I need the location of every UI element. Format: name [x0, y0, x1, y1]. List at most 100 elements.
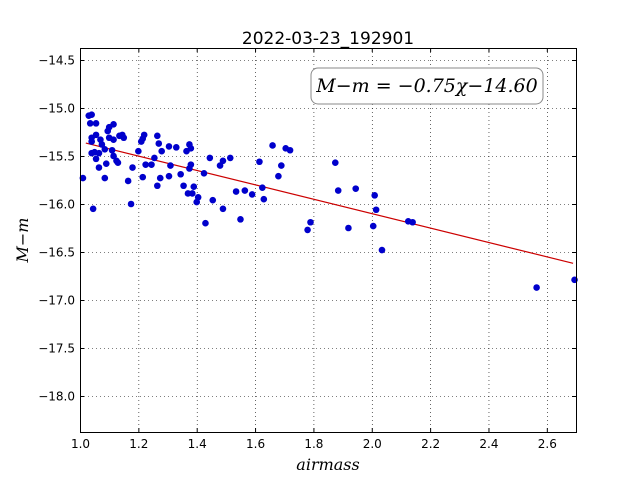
data-point: [101, 174, 109, 182]
data-point: [304, 226, 311, 234]
data-point: [95, 149, 103, 157]
data-point: [219, 157, 227, 165]
x-tick-label: 1.0: [71, 437, 90, 451]
data-point: [135, 147, 142, 155]
data-point: [372, 206, 380, 214]
data-point: [89, 205, 97, 213]
data-point: [114, 159, 122, 167]
data-point: [216, 162, 224, 169]
fit-equation: M−m = −0.75χ−14.60: [315, 75, 537, 97]
data-point: [241, 187, 249, 194]
data-point: [200, 169, 208, 177]
data-point: [533, 284, 540, 291]
data-point: [331, 159, 339, 167]
data-point: [286, 146, 294, 154]
data-point: [307, 218, 314, 226]
x-axis-label: airmass: [296, 455, 359, 474]
data-point: [237, 216, 244, 223]
data-point: [232, 188, 240, 195]
y-axis-label: M−m: [13, 218, 32, 264]
fit-equation-frame: [310, 67, 544, 105]
data-point: [155, 140, 163, 147]
data-point: [352, 185, 360, 192]
data-point: [86, 120, 94, 127]
data-point: [108, 146, 116, 154]
x-tick-label: 1.6: [246, 437, 265, 451]
data-point: [98, 141, 106, 148]
data-point: [124, 177, 132, 185]
data-point: [101, 145, 109, 153]
data-point: [88, 138, 95, 145]
data-point: [345, 224, 352, 232]
data-point: [110, 121, 117, 128]
data-point: [79, 174, 87, 182]
y-tick-label: −14.5: [38, 54, 75, 68]
data-point: [209, 196, 217, 204]
chart-title: 2022-03-23_192901: [242, 29, 414, 49]
data-point: [92, 120, 100, 127]
data-point: [189, 190, 196, 197]
data-point: [95, 164, 103, 171]
data-point: [334, 187, 342, 194]
data-point: [92, 131, 100, 139]
y-tick-label: −17.5: [38, 342, 75, 356]
fit-line-layer: [85, 142, 574, 264]
data-point: [102, 160, 110, 167]
x-tick-label: 2.6: [538, 437, 557, 451]
data-point: [194, 193, 202, 201]
data-point: [142, 161, 149, 168]
y-tick-label: −15.5: [38, 150, 75, 164]
data-point: [92, 155, 100, 163]
data-point: [190, 183, 198, 191]
data-point: [110, 152, 117, 160]
data-points: [79, 111, 578, 291]
data-point: [219, 205, 227, 213]
x-tick-label: 2.0: [363, 437, 382, 451]
data-point: [226, 154, 234, 162]
fit-line: [85, 142, 574, 264]
plot-frame: [80, 48, 577, 433]
data-point: [278, 162, 285, 169]
data-point: [110, 136, 117, 143]
data-point: [148, 161, 155, 168]
data-point: [140, 131, 148, 139]
data-point: [259, 184, 266, 191]
y-tick-label: −16.0: [38, 198, 75, 212]
data-point: [202, 219, 209, 227]
axis-ticks: 1.0 1.2 1.4 1.6 1.8 2.0 2.2 2.4 2.6 −14.5 −15.0 −15…: [38, 48, 576, 451]
data-point: [260, 195, 268, 203]
x-tick-label: 1.4: [188, 437, 207, 451]
y-tick-label: −15.0: [38, 102, 75, 116]
data-point: [129, 164, 136, 171]
data-point: [177, 170, 184, 178]
data-point: [165, 143, 173, 150]
data-point: [88, 111, 95, 119]
grid-lines: [80, 48, 576, 432]
data-point: [409, 218, 416, 226]
y-tick-label: −17.0: [38, 294, 75, 308]
data-point: [127, 200, 135, 208]
data-point: [151, 154, 158, 162]
data-point: [187, 161, 195, 168]
y-tick-label: −16.5: [38, 246, 75, 260]
x-tick-label: 2.4: [479, 437, 498, 451]
data-point: [154, 182, 161, 190]
data-point: [165, 172, 173, 180]
x-tick-label: 2.2: [421, 437, 440, 451]
data-point: [167, 162, 174, 169]
data-point: [269, 142, 276, 149]
data-point: [256, 158, 263, 166]
data-point: [156, 174, 164, 182]
data-point: [275, 172, 282, 180]
data-point: [378, 246, 386, 254]
data-point: [139, 173, 147, 181]
data-point: [187, 145, 195, 152]
data-point: [206, 154, 214, 162]
data-point: [369, 222, 377, 230]
x-tick-label: 1.8: [304, 437, 323, 451]
data-point: [180, 182, 187, 190]
data-point: [120, 134, 128, 142]
fit-equation-box: M−m = −0.75χ−14.60: [310, 67, 544, 105]
x-tick-label: 1.2: [129, 437, 148, 451]
